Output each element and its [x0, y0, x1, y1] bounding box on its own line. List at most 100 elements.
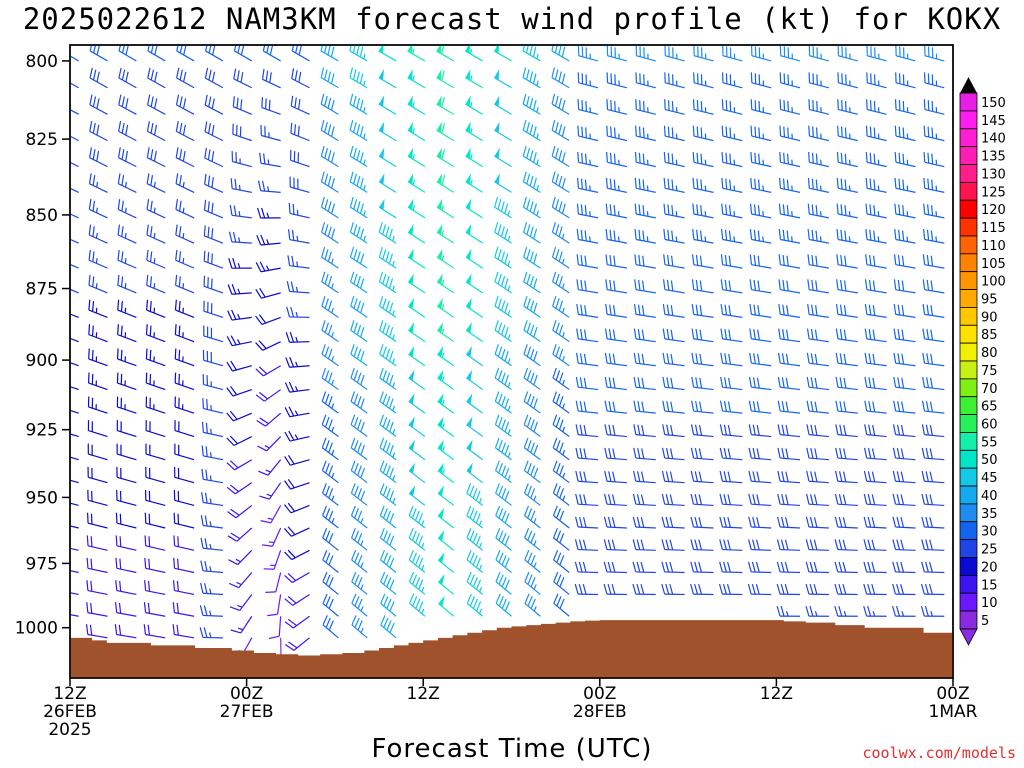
- barb-half: [536, 210, 539, 216]
- barb-half: [392, 235, 395, 242]
- barb-full: [583, 401, 587, 412]
- barb-full: [497, 298, 502, 309]
- barb-full: [526, 122, 530, 133]
- barb-full: [288, 381, 295, 392]
- barb-full: [663, 229, 666, 240]
- barb-full: [694, 516, 699, 528]
- barb-full: [922, 254, 926, 265]
- barb-flag: [494, 95, 500, 107]
- barb-full: [173, 512, 176, 524]
- barb-flag: [436, 69, 442, 81]
- barb-half: [363, 133, 366, 139]
- barb-staff: [495, 559, 512, 573]
- barb-full: [806, 470, 810, 482]
- barb-full: [867, 471, 872, 482]
- barb-staff: [780, 457, 801, 461]
- barb-full: [552, 391, 558, 402]
- barb-staff: [524, 559, 541, 573]
- barb-half: [331, 517, 335, 524]
- y-tick-label: 825: [26, 130, 58, 150]
- barb-full: [147, 624, 151, 636]
- barb-full: [86, 580, 89, 591]
- barb-half: [209, 521, 212, 527]
- colorbar-swatch: [959, 449, 978, 469]
- barb-full: [179, 122, 183, 134]
- barb-staff: [146, 234, 166, 244]
- barb-staff: [147, 157, 166, 168]
- barb-full: [834, 583, 839, 595]
- barb-full: [815, 255, 818, 267]
- barb-staff: [924, 526, 945, 529]
- barb-full: [352, 69, 357, 80]
- barb-full: [412, 574, 418, 585]
- barb-full: [579, 424, 583, 436]
- barb-full: [691, 328, 695, 339]
- barb-staff: [408, 559, 426, 573]
- barb-full: [613, 205, 616, 216]
- barb-full: [146, 299, 149, 311]
- barb-full: [779, 99, 782, 110]
- barb-staff: [866, 338, 887, 343]
- barb-staff: [70, 433, 79, 438]
- barb-full: [728, 377, 732, 389]
- barb-full: [869, 152, 872, 164]
- barb-full: [603, 516, 608, 528]
- barb-staff: [70, 547, 79, 551]
- barb-full: [320, 171, 325, 182]
- barb-staff: [924, 264, 945, 269]
- barb-full: [605, 177, 608, 189]
- colorbar-swatch: [959, 539, 978, 558]
- barb-staff: [751, 55, 772, 62]
- barb-staff: [350, 329, 368, 343]
- barb-full: [663, 177, 666, 189]
- barb-full: [328, 510, 334, 521]
- barb-full: [718, 583, 723, 595]
- barb-staff: [466, 559, 484, 573]
- barb-full: [353, 393, 359, 404]
- barb-full: [146, 121, 151, 132]
- barb-full: [386, 598, 392, 609]
- barb-full: [385, 372, 391, 383]
- barb-full: [529, 348, 535, 360]
- credit-link[interactable]: coolwx.com/models: [862, 744, 1016, 762]
- barb-full: [263, 153, 266, 164]
- barb-staff: [523, 424, 541, 438]
- barb-full: [408, 550, 414, 561]
- barb-full: [576, 254, 579, 265]
- barb-full: [359, 228, 365, 239]
- barb-full: [690, 470, 695, 482]
- barb-full: [748, 376, 752, 388]
- barb-full: [533, 398, 538, 409]
- barb-staff: [263, 50, 281, 62]
- barb-full: [323, 45, 327, 54]
- barb-half: [209, 498, 212, 504]
- barb-full: [143, 602, 147, 613]
- barb-full: [604, 470, 608, 482]
- barb-full: [641, 353, 645, 365]
- barb-full: [290, 122, 293, 134]
- barb-full: [121, 226, 124, 237]
- barb-staff: [465, 50, 483, 62]
- barb-full: [61, 147, 63, 157]
- barb-staff: [606, 526, 627, 529]
- barb-full: [784, 539, 789, 551]
- barb-full: [836, 177, 839, 189]
- barb-staff: [552, 400, 570, 414]
- barb-full: [351, 571, 357, 583]
- barb-full: [150, 122, 154, 134]
- barb-staff: [523, 329, 541, 343]
- barb-full: [728, 305, 732, 316]
- barb-full: [872, 353, 876, 365]
- barb-full: [892, 493, 897, 505]
- barb-staff: [321, 377, 339, 391]
- barb-full: [284, 575, 293, 584]
- barb-full: [900, 517, 905, 528]
- barb-full: [662, 400, 666, 412]
- barb-staff: [722, 161, 743, 168]
- barb-full: [864, 303, 868, 315]
- barb-full: [230, 335, 237, 346]
- barb-full: [291, 68, 295, 79]
- barb-full: [632, 561, 637, 573]
- barb-full: [667, 152, 670, 164]
- colorbar-label: 20: [981, 560, 998, 575]
